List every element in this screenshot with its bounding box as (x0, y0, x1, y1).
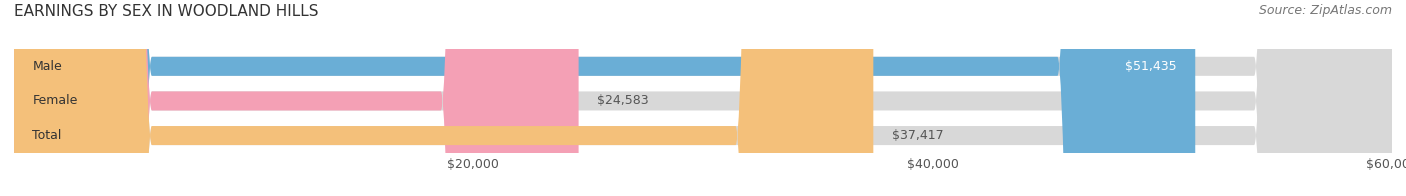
FancyBboxPatch shape (14, 0, 1392, 196)
FancyBboxPatch shape (14, 0, 1392, 196)
Text: $24,583: $24,583 (598, 94, 648, 107)
Text: Female: Female (32, 94, 77, 107)
FancyBboxPatch shape (14, 0, 579, 196)
Text: Total: Total (32, 129, 62, 142)
FancyBboxPatch shape (14, 0, 873, 196)
Text: $51,435: $51,435 (1125, 60, 1177, 73)
Text: $37,417: $37,417 (891, 129, 943, 142)
Text: Male: Male (32, 60, 62, 73)
Text: EARNINGS BY SEX IN WOODLAND HILLS: EARNINGS BY SEX IN WOODLAND HILLS (14, 4, 319, 19)
FancyBboxPatch shape (14, 0, 1392, 196)
Text: Source: ZipAtlas.com: Source: ZipAtlas.com (1258, 4, 1392, 17)
FancyBboxPatch shape (14, 0, 1195, 196)
